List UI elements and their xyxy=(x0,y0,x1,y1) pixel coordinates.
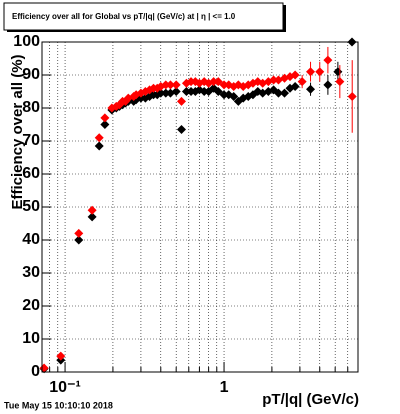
data-point xyxy=(94,133,104,143)
data-point xyxy=(87,212,97,222)
data-point xyxy=(56,351,66,361)
x-axis-title: pT/|q| (GeV/c) xyxy=(262,391,359,408)
y-tick-label: 60 xyxy=(22,165,40,182)
data-point xyxy=(213,87,223,96)
data-point xyxy=(229,91,239,101)
data-point xyxy=(269,75,279,85)
data-point xyxy=(74,228,84,238)
plot-area xyxy=(42,42,358,372)
data-point xyxy=(181,87,191,96)
y-tick-label: 90 xyxy=(22,66,40,83)
data-point xyxy=(177,96,187,106)
data-point xyxy=(165,80,175,90)
y-axis-title: Efficiency over all (%) xyxy=(9,54,26,209)
data-point xyxy=(171,80,181,90)
data-point xyxy=(347,91,357,101)
y-tick-label: 10 xyxy=(22,330,40,347)
data-point xyxy=(100,113,110,123)
y-tick-label: 50 xyxy=(22,198,40,215)
ticks: 0 10 20 30 40 50 60 70 80 90 100 10⁻¹ 1 xyxy=(13,33,349,396)
y-tick-label: 100 xyxy=(13,33,40,50)
y-tick-label: 20 xyxy=(22,297,40,314)
data-point xyxy=(74,235,84,245)
data-point xyxy=(323,80,333,90)
data-point xyxy=(273,88,283,98)
data-point xyxy=(100,120,110,129)
marks xyxy=(39,37,357,374)
plot-frame xyxy=(41,41,359,373)
data-point xyxy=(306,67,316,77)
x-tick-label: 10⁻¹ xyxy=(49,379,81,396)
data-point xyxy=(323,55,333,65)
data-point xyxy=(213,77,223,87)
data-point xyxy=(161,80,171,90)
y-tick-label: 0 xyxy=(31,363,40,380)
y-tick-label: 80 xyxy=(22,99,40,116)
data-point xyxy=(219,80,229,90)
y-tick-label: 70 xyxy=(22,132,40,149)
data-point xyxy=(219,90,229,100)
y-tick-label: 40 xyxy=(22,231,40,248)
data-point xyxy=(315,67,325,77)
data-point xyxy=(279,88,289,98)
y-tick-label: 30 xyxy=(22,264,40,281)
data-point xyxy=(306,84,316,94)
timestamp: Tue May 15 10:10:10 2018 xyxy=(4,400,113,410)
data-point xyxy=(94,141,104,151)
chart-title: Efficiency over all for Global vs pT/|q|… xyxy=(12,12,236,21)
data-point xyxy=(161,88,171,98)
data-point xyxy=(290,70,300,80)
data-point xyxy=(87,205,97,215)
data-point xyxy=(290,82,300,92)
data-point xyxy=(209,77,219,87)
x-tick-label: 1 xyxy=(220,379,229,396)
data-point xyxy=(171,87,181,96)
data-point xyxy=(335,77,345,87)
data-point xyxy=(177,124,187,134)
data-point xyxy=(297,77,307,87)
title-box xyxy=(3,2,284,31)
